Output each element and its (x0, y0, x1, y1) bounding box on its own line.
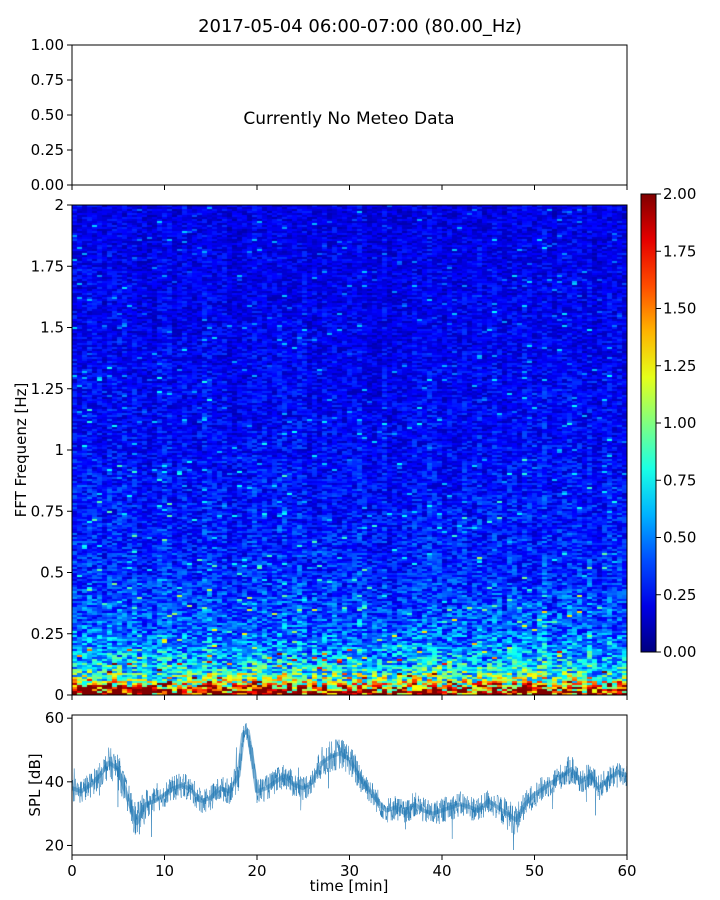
spl-x-tick-label: 20 (247, 862, 266, 880)
meteo-y-tick-label: 0.75 (31, 71, 64, 89)
spectrogram-y-tick-label: 2 (54, 196, 64, 214)
spectrogram-y-tick-label: 0 (54, 686, 64, 704)
spl-y-ticks: 20 40 60 (45, 709, 72, 854)
colorbar-tick-label: 1.50 (663, 300, 696, 318)
meteo-y-tick-label: 0.50 (31, 106, 64, 124)
spectrogram-y-tick-label: 0.5 (40, 564, 64, 582)
colorbar-tick-label: 0.25 (663, 586, 696, 604)
spectrogram-y-tick-label: 1.75 (31, 257, 64, 275)
spl-y-label: SPL [dB] (26, 753, 44, 816)
spl-x-tick-label: 60 (617, 862, 636, 880)
spl-y-tick-label: 20 (45, 836, 64, 854)
colorbar-tick-label: 1.75 (663, 242, 696, 260)
spectrogram-y-tick-label: 1.5 (40, 319, 64, 337)
colorbar-tick-label: 1.25 (663, 357, 696, 375)
spl-x-label: time [min] (310, 877, 389, 895)
spectrogram-x-ticks (71, 695, 628, 700)
spl-x-tick-label: 30 (340, 862, 359, 880)
spl-x-tick-label: 10 (155, 862, 174, 880)
figure-title: 2017-05-04 06:00-07:00 (80.00_Hz) (198, 16, 522, 37)
spectrogram-y-ticks: 0 0.25 0.5 0.75 1 1.25 1.5 1.75 2 (31, 196, 72, 704)
spl-mean-line (71, 728, 628, 826)
spl-panel: 20 40 60 0 10 20 30 40 50 60 SPL [dB] time [min] (26, 709, 637, 895)
spectrogram-panel: 0 0.25 0.5 0.75 1 1.25 1.5 1.75 2 FFT Frequenz [… (12, 196, 628, 704)
spl-trace (71, 723, 628, 850)
meteo-y-tick-label: 1.00 (31, 36, 64, 54)
spl-x-tick-label: 40 (432, 862, 451, 880)
colorbar: 0.00 0.25 0.50 0.75 1.00 1.25 1.50 1.75 2.00 (640, 185, 696, 661)
meteo-x-ticks (71, 185, 628, 190)
spl-x-tick-label: 50 (525, 862, 544, 880)
spl-x-ticks: 0 10 20 30 40 50 60 (67, 855, 637, 880)
colorbar-tick-label: 1.00 (663, 414, 696, 432)
spectrogram-y-tick-label: 1.25 (31, 380, 64, 398)
colorbar-tick-label: 0.50 (663, 529, 696, 547)
colorbar-tick-label: 0.00 (663, 643, 696, 661)
meteo-y-ticks: 0.00 0.25 0.50 0.75 1.00 (31, 36, 72, 194)
meteo-y-tick-label: 0.00 (31, 176, 64, 194)
colorbar-gradient (641, 194, 656, 652)
spectrogram-image (72, 205, 627, 695)
spl-axes-frame (71, 714, 628, 856)
spectrogram-y-label: FFT Frequenz [Hz] (12, 383, 30, 518)
spectrogram-y-tick-label: 0.75 (31, 502, 64, 520)
spl-y-tick-label: 60 (45, 709, 64, 727)
colorbar-tick-label: 2.00 (663, 185, 696, 203)
spectrogram-y-tick-label: 1 (54, 441, 64, 459)
meteo-y-tick-label: 0.25 (31, 141, 64, 159)
spl-y-tick-label: 40 (45, 773, 64, 791)
meteo-annotation: Currently No Meteo Data (243, 109, 454, 129)
colorbar-ticks: 0.00 0.25 0.50 0.75 1.00 1.25 1.50 1.75 2.00 (656, 185, 696, 661)
spectrogram-y-tick-label: 0.25 (31, 625, 64, 643)
colorbar-tick-label: 0.75 (663, 471, 696, 489)
spl-x-tick-label: 0 (67, 862, 77, 880)
meteo-panel: Currently No Meteo Data 0.00 0.25 0.50 0.75… (31, 36, 628, 194)
